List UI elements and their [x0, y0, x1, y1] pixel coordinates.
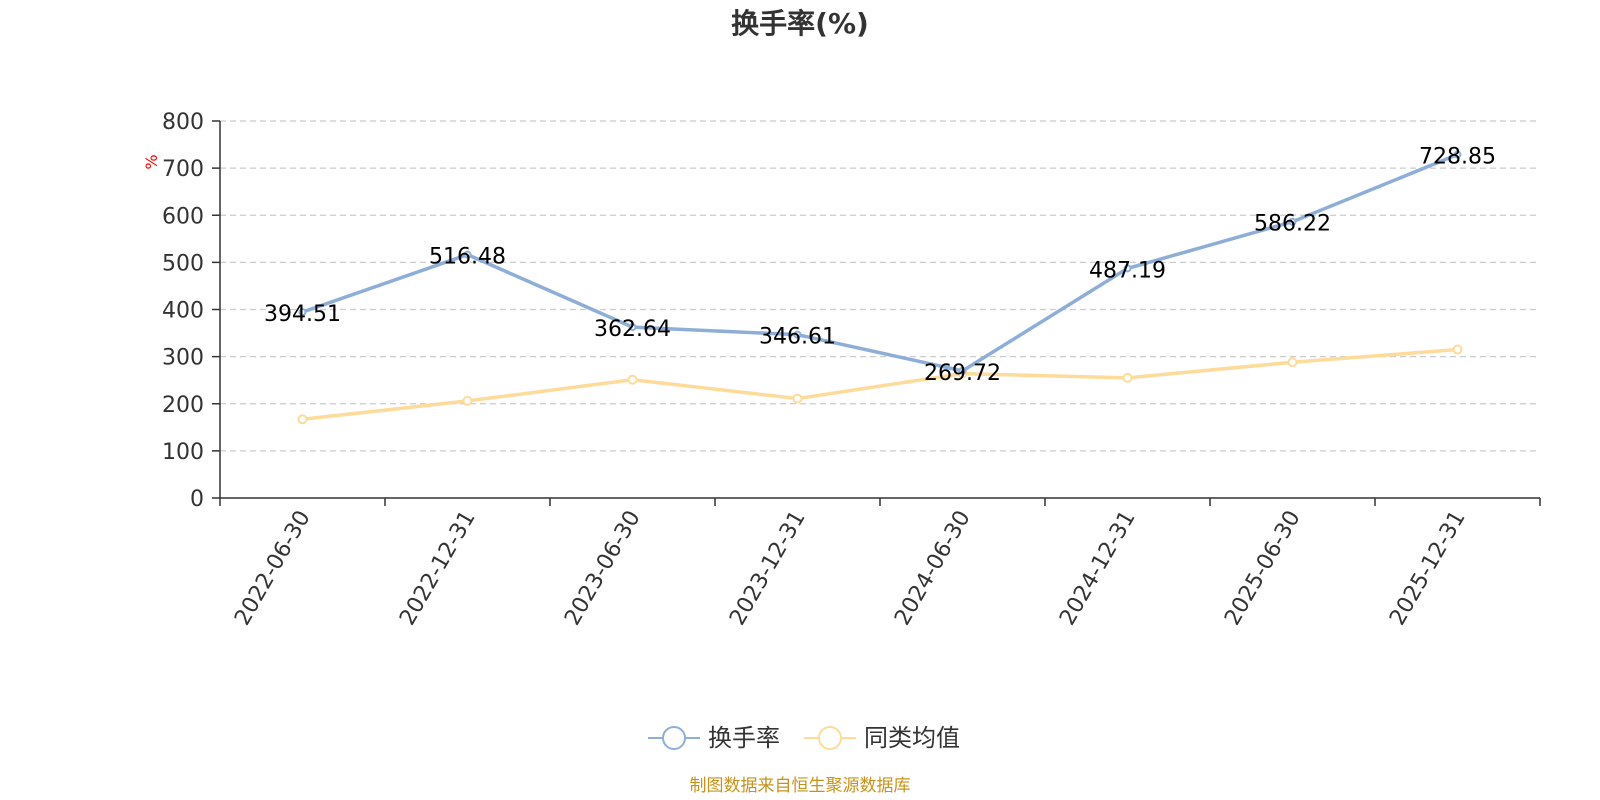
x-tick-label: 2025-06-30 [1220, 507, 1306, 630]
data-point [958, 366, 967, 375]
legend-marker-turnover[interactable] [662, 726, 686, 750]
data-label: 346.61 [759, 325, 836, 350]
legend[interactable]: 换手率 同类均值 [648, 724, 960, 752]
axes: 0 100 200 300 400 500 600 700 800 2022-06-30 2022-… [162, 110, 1541, 630]
y-tick-label: 600 [162, 204, 204, 229]
data-label: 728.85 [1419, 145, 1496, 170]
data-point [627, 374, 638, 385]
series-line-0 [301, 152, 1459, 373]
x-tick-label: 2023-12-31 [725, 507, 811, 630]
data-point [463, 250, 472, 259]
series-lines [297, 150, 1463, 425]
data-label: 516.48 [429, 245, 506, 270]
y-tick-label: 0 [190, 487, 204, 512]
data-point [462, 395, 473, 406]
data-label: 487.19 [1089, 258, 1166, 283]
x-tick-label: 2024-12-31 [1055, 507, 1141, 630]
data-label: 586.22 [1254, 212, 1331, 237]
x-tick-label: 2023-06-30 [560, 507, 646, 630]
data-point [1123, 264, 1132, 273]
data-labels: 394.51 516.48 362.64 346.61 269.72 487.19 586.… [264, 145, 1496, 386]
series-line-1 [302, 347, 1458, 422]
data-point [1287, 357, 1298, 368]
grid-lines [220, 120, 1540, 452]
y-axis-unit-label: % [142, 154, 161, 169]
x-tick-label: 2025-12-31 [1385, 507, 1471, 630]
data-label: 394.51 [264, 302, 341, 327]
data-point [1453, 150, 1462, 159]
data-point [1288, 217, 1297, 226]
data-label: 269.72 [924, 361, 1001, 386]
y-tick-label: 700 [162, 157, 204, 182]
data-source-note: 制图数据来自恒生聚源数据库 [690, 776, 911, 796]
data-point [297, 414, 308, 425]
data-point [792, 393, 803, 404]
data-label: 362.64 [594, 317, 671, 342]
chart-title: 换手率(%) [731, 7, 869, 40]
y-tick-label: 200 [162, 393, 204, 418]
legend-marker-peer-average[interactable] [818, 726, 842, 750]
x-tick-label: 2024-06-30 [890, 507, 976, 630]
y-tick-label: 800 [162, 110, 204, 135]
x-tick-label: 2022-12-31 [395, 507, 481, 630]
data-point [793, 330, 802, 339]
legend-label-peer-average[interactable]: 同类均值 [864, 724, 960, 752]
data-point [298, 308, 307, 317]
y-tick-label: 100 [162, 440, 204, 465]
y-tick-label: 500 [162, 251, 204, 276]
data-point [1452, 344, 1463, 355]
y-tick-label: 300 [162, 346, 204, 371]
data-point [1122, 372, 1133, 383]
legend-label-turnover[interactable]: 换手率 [708, 724, 780, 752]
x-tick-label: 2022-06-30 [230, 507, 316, 630]
data-point [628, 323, 637, 332]
y-tick-label: 400 [162, 299, 204, 324]
